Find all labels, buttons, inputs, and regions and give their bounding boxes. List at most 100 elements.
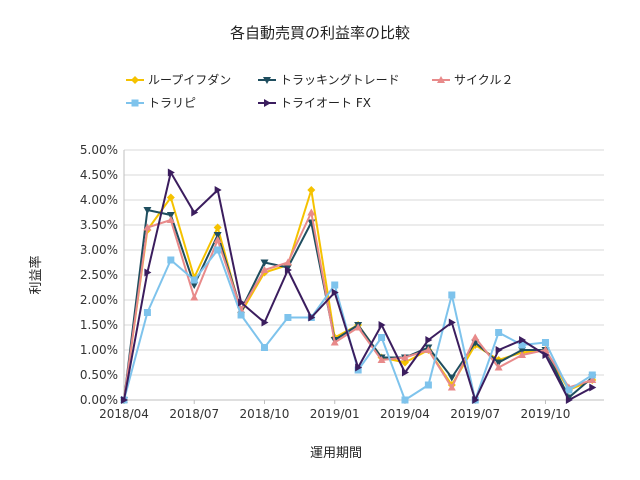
data-point bbox=[400, 353, 409, 361]
y-tick-label: 1.50% bbox=[80, 318, 118, 332]
x-tick-label: 2018/10 bbox=[240, 407, 290, 421]
data-point bbox=[448, 291, 456, 299]
data-point bbox=[190, 282, 199, 289]
data-point bbox=[518, 341, 526, 349]
series-4 bbox=[120, 246, 596, 404]
data-point bbox=[260, 259, 269, 267]
data-point bbox=[354, 366, 362, 374]
y-tick-label: 0.50% bbox=[80, 368, 118, 382]
data-point bbox=[166, 193, 175, 202]
y-tick-label: 1.00% bbox=[80, 343, 118, 357]
data-point bbox=[308, 313, 316, 322]
data-point bbox=[143, 223, 152, 231]
data-point bbox=[401, 396, 409, 404]
series-group bbox=[120, 168, 597, 404]
data-point bbox=[284, 266, 292, 274]
legend-item: トラリピ bbox=[126, 96, 196, 110]
data-point bbox=[495, 329, 503, 336]
data-point bbox=[378, 321, 386, 329]
data-point bbox=[331, 288, 339, 297]
y-tick-label: 0.00% bbox=[80, 393, 118, 407]
data-point bbox=[213, 232, 222, 239]
data-point bbox=[425, 336, 433, 344]
legend-label: ループイフダン bbox=[148, 72, 231, 87]
data-point bbox=[238, 298, 246, 307]
series-5 bbox=[121, 168, 597, 404]
data-point bbox=[166, 212, 175, 219]
legend-marker bbox=[437, 76, 445, 83]
y-tick-label: 3.50% bbox=[80, 218, 118, 232]
data-point bbox=[144, 268, 152, 277]
data-point bbox=[495, 346, 503, 354]
data-point bbox=[214, 246, 222, 254]
axes bbox=[123, 150, 604, 401]
data-point bbox=[260, 266, 269, 273]
x-axis-ticks: 2018/04 2018/07 2018/10 2019/01 2019/04 2019/… bbox=[99, 400, 570, 421]
legend-label: サイクル２ bbox=[454, 73, 513, 87]
chart-title: 各自動売買の利益率の比較 bbox=[230, 24, 410, 42]
data-point bbox=[542, 351, 550, 359]
y-tick-label: 2.50% bbox=[80, 268, 118, 282]
y-tick-label: 2.00% bbox=[80, 293, 118, 307]
y-tick-label: 4.00% bbox=[80, 193, 118, 207]
y-axis-title: 利益率 bbox=[28, 255, 44, 294]
data-point bbox=[330, 338, 339, 346]
data-point bbox=[191, 208, 199, 217]
data-point bbox=[377, 356, 386, 363]
data-point bbox=[447, 374, 456, 382]
legend-marker bbox=[263, 77, 271, 84]
data-point bbox=[354, 323, 363, 331]
data-point bbox=[565, 396, 573, 404]
x-tick-label: 2019/10 bbox=[521, 407, 571, 421]
data-point bbox=[494, 363, 503, 371]
data-point bbox=[190, 276, 198, 284]
data-point bbox=[472, 396, 480, 404]
y-tick-label: 5.00% bbox=[80, 143, 118, 157]
legend-item: ループイフダン bbox=[126, 72, 231, 87]
data-point bbox=[260, 344, 268, 351]
data-point bbox=[447, 383, 456, 391]
data-point bbox=[143, 309, 151, 316]
legend-marker bbox=[131, 99, 139, 107]
y-tick-label: 3.00% bbox=[80, 243, 118, 257]
x-tick-label: 2018/04 bbox=[99, 407, 149, 421]
legend-item: サイクル２ bbox=[432, 73, 513, 87]
legend-label: トラッキングトレード bbox=[280, 73, 400, 87]
data-point bbox=[167, 256, 175, 264]
data-point bbox=[166, 216, 175, 223]
series-3 bbox=[120, 208, 597, 403]
data-point bbox=[307, 208, 316, 216]
data-point bbox=[190, 293, 199, 301]
legend-label: トライオート FX bbox=[280, 96, 371, 110]
legend-item: トラッキングトレード bbox=[258, 73, 400, 87]
data-point bbox=[283, 258, 292, 266]
data-point bbox=[471, 333, 480, 341]
data-point bbox=[214, 186, 222, 194]
data-point bbox=[448, 318, 456, 327]
data-point bbox=[378, 334, 386, 341]
data-point bbox=[565, 386, 573, 394]
x-axis-title: 運用期間 bbox=[310, 446, 362, 461]
data-point bbox=[331, 281, 339, 289]
data-point bbox=[541, 346, 550, 353]
data-point bbox=[261, 318, 269, 327]
data-point bbox=[589, 383, 597, 392]
data-point bbox=[424, 381, 432, 389]
data-point bbox=[307, 186, 316, 194]
legend-item: トライオート FX bbox=[258, 96, 371, 110]
data-point bbox=[588, 371, 596, 379]
x-tick-label: 2019/07 bbox=[450, 407, 500, 421]
data-point bbox=[167, 168, 175, 177]
x-tick-label: 2019/04 bbox=[380, 407, 430, 421]
data-point bbox=[518, 347, 527, 354]
data-point bbox=[519, 336, 527, 344]
data-point bbox=[494, 359, 503, 367]
series-2 bbox=[120, 207, 597, 404]
data-point bbox=[237, 311, 245, 319]
data-point bbox=[213, 223, 222, 232]
data-point bbox=[143, 207, 152, 214]
legend-marker bbox=[264, 99, 271, 107]
data-point bbox=[121, 396, 128, 404]
